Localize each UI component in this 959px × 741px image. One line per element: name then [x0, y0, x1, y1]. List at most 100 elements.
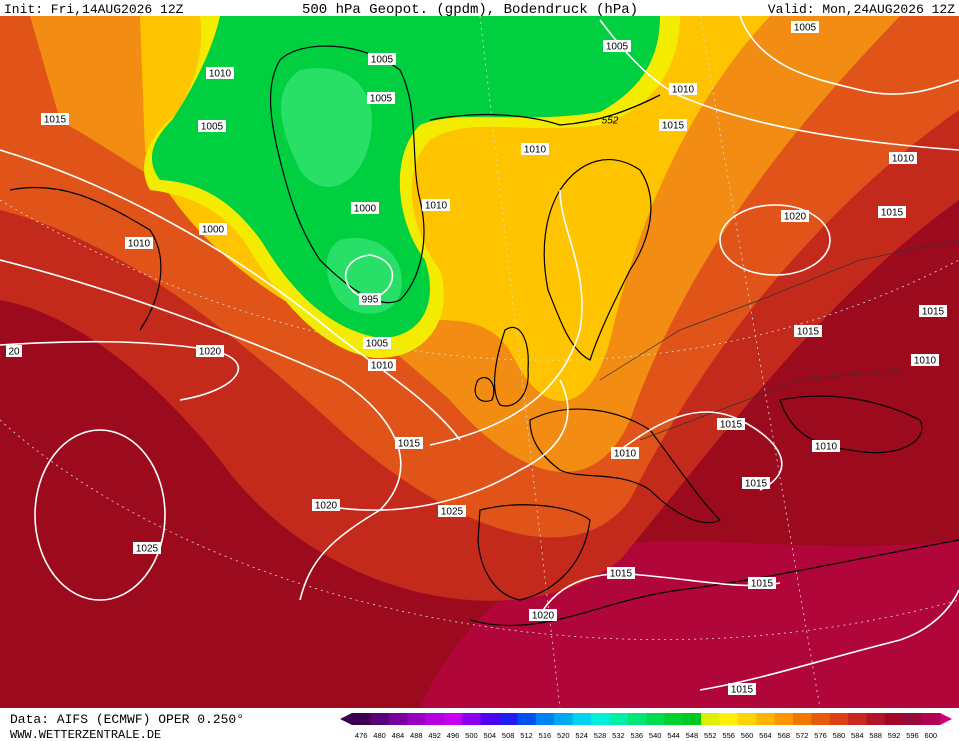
- colorbar-label: 572: [796, 731, 809, 740]
- colorbar-cell: [664, 713, 684, 725]
- colorbar-label: 592: [888, 731, 901, 740]
- label-box: [422, 199, 450, 211]
- colorbar: 476 480 484 488 492 496 500 504 508 512 516 520 524 5…: [340, 713, 952, 740]
- label-box: [781, 210, 809, 222]
- label-box: [312, 499, 340, 511]
- colorbar-cell: [903, 713, 923, 725]
- colorbar-label: 552: [704, 731, 717, 740]
- isobar-label: 1010: [614, 449, 637, 460]
- colorbar-label: 524: [575, 731, 588, 740]
- colorbar-label: 484: [392, 731, 405, 740]
- isobar-label: 1020: [199, 347, 222, 358]
- colorbar-label: 532: [612, 731, 625, 740]
- coastline: [529, 408, 722, 524]
- colorbar-label: 512: [520, 731, 533, 740]
- colorbar-cell: [866, 713, 886, 725]
- isobar-label: 995: [362, 295, 379, 306]
- colorbar-label: 580: [833, 731, 846, 740]
- label-box: [748, 577, 776, 589]
- label-box: [133, 542, 161, 554]
- field-green: [151, 16, 660, 338]
- colorbar-cell: [811, 713, 831, 725]
- border: [639, 369, 901, 441]
- coastline: [474, 326, 529, 407]
- geopotential-contour: [429, 94, 661, 126]
- colorbar-label: 564: [759, 731, 772, 740]
- colorbar-cell: [535, 713, 555, 725]
- label-box: [878, 206, 906, 218]
- label-box: [6, 345, 22, 357]
- colorbar-label: 500: [465, 731, 478, 740]
- isobar: [539, 572, 781, 616]
- isobar-label: 1020: [315, 501, 338, 512]
- isobar-label: 1000: [202, 225, 225, 236]
- contour-labels: 1010 1005 1005 1005 1015 1005 1005 1010 1015 1010…: [6, 21, 947, 696]
- valid-time: Valid: Mon,24AUG2026 12Z: [768, 2, 955, 17]
- colorbar-cell: [793, 713, 812, 725]
- isobar-label: 1010: [209, 69, 232, 80]
- label-box: [359, 293, 381, 305]
- isobar: [699, 589, 959, 691]
- colorbar-cell: [572, 713, 592, 725]
- website: WWW.WETTERZENTRALE.DE: [10, 728, 161, 741]
- colorbar-cell: [443, 713, 463, 725]
- isobar-label: 1015: [751, 579, 774, 590]
- label-box: [41, 113, 69, 125]
- label-box: [889, 152, 917, 164]
- isobar: [429, 189, 583, 446]
- colorbar-label: 568: [778, 731, 791, 740]
- geopotential-label: 552: [602, 116, 619, 127]
- label-box: [607, 567, 635, 579]
- field-light-green: [281, 68, 372, 187]
- label-box: [438, 505, 466, 517]
- colorbar-label: 516: [539, 731, 552, 740]
- colorbar-cell: [462, 713, 482, 725]
- isobar: [34, 429, 166, 601]
- coastlines: [9, 45, 959, 627]
- isobar-label: 1015: [720, 420, 743, 431]
- label-box: [603, 40, 631, 52]
- colorbar-arrow: [340, 713, 352, 725]
- label-box: [368, 359, 396, 371]
- isobar-label: 1025: [441, 507, 464, 518]
- isobar-label: 1015: [881, 208, 904, 219]
- colorbar-label: 576: [814, 731, 827, 740]
- grid-line: [0, 419, 959, 641]
- label-box: [351, 202, 379, 214]
- coastline: [779, 395, 923, 454]
- label-box: [368, 53, 396, 65]
- colorbar-label: 476: [355, 731, 368, 740]
- isobar-label: 1015: [731, 685, 754, 696]
- label-box: [911, 354, 939, 366]
- colorbar-cell: [517, 713, 537, 725]
- isobar-label: 1010: [128, 239, 151, 250]
- colorbar-label: 556: [722, 731, 735, 740]
- field-light-green: [326, 238, 402, 314]
- colorbar-cell: [774, 713, 794, 725]
- label-box: [198, 120, 226, 132]
- border: [599, 239, 959, 381]
- map-title: 500 hPa Geopot. (gpdm), Bodendruck (hPa): [302, 2, 638, 18]
- colorbar-label: 600: [925, 731, 938, 740]
- isobar: [719, 204, 831, 276]
- isobar-label: 1015: [662, 121, 685, 132]
- colorbar-arrow: [940, 713, 952, 725]
- colorbar-cell: [737, 713, 757, 725]
- colorbar-cell: [407, 713, 426, 725]
- colorbar-label: 508: [502, 731, 515, 740]
- colorbar-cell: [756, 713, 776, 725]
- isobar-label: 1025: [136, 544, 159, 555]
- colorbar-label: 596: [906, 731, 919, 740]
- grid-line: [479, 15, 561, 709]
- label-box: [363, 337, 391, 349]
- isobar-label: 1010: [914, 356, 937, 367]
- colorbar-label: 540: [649, 731, 662, 740]
- isobar-label: 1010: [892, 154, 915, 165]
- colorbar-cell: [627, 713, 647, 725]
- isobar-label: 1015: [922, 307, 945, 318]
- colorbar-label: 492: [428, 731, 441, 740]
- label-box: [742, 477, 770, 489]
- graticule: [0, 15, 959, 709]
